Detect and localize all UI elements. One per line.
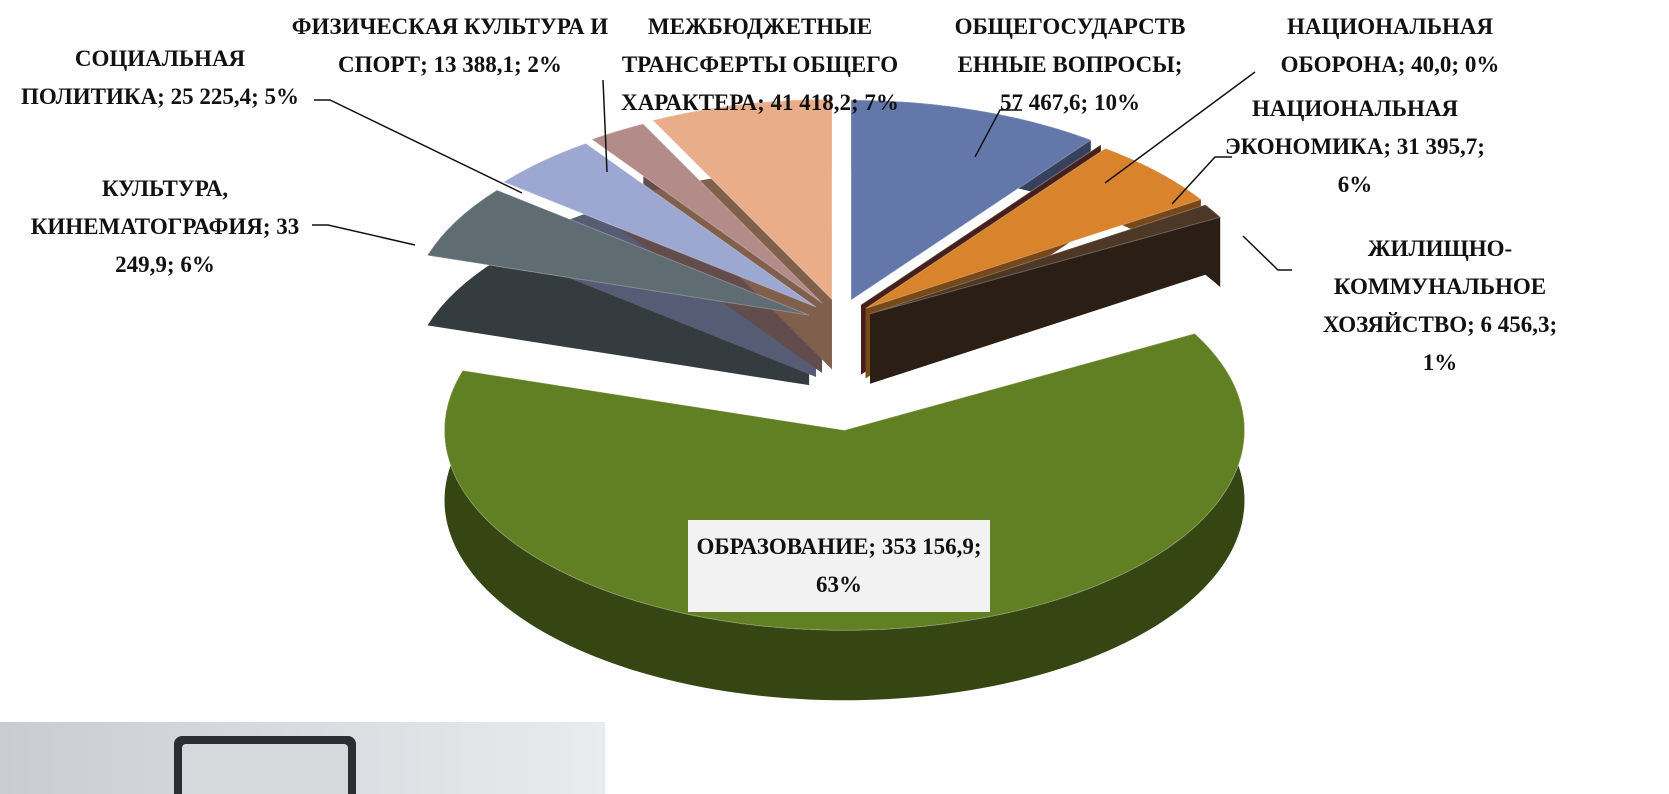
slice (850, 99, 1092, 302)
data-label: ОБЩЕГОСУДАРСТВЕННЫЕ ВОПРОСЫ; 57 467,6; 1… (954, 14, 1186, 115)
slice (502, 142, 817, 308)
slice (590, 123, 823, 304)
leader-line (1242, 235, 1292, 271)
data-label: ЖИЛИЩНО-КОММУНАЛЬНОЕ ХОЗЯЙСТВО; 6 456,3;… (1322, 236, 1558, 375)
slice (860, 144, 1102, 306)
leader-line (312, 224, 416, 246)
leader-line (974, 109, 1022, 158)
slice (865, 147, 1202, 309)
leader-line (1171, 156, 1232, 205)
data-label: СОЦИАЛЬНАЯ ПОЛИТИКА; 25 225,4; 5% (21, 46, 299, 109)
data-label: КУЛЬТУРА, КИНЕМАТОГРАФИЯ; 33 249,9; 6% (30, 176, 300, 277)
leader-lines (312, 71, 1292, 271)
data-label: ФИЗИЧЕСКАЯ КУЛЬТУРА И СПОРТ; 13 388,1; 2… (291, 14, 609, 77)
data-label: МЕЖБЮДЖЕТНЫЕ ТРАНСФЕРТЫ ОБЩЕГО ХАРАКТЕРА… (621, 14, 899, 115)
slice (869, 204, 1222, 315)
data-label: НАЦИОНАЛЬНАЯ ОБОРОНА; 40,0; 0% (1280, 14, 1500, 77)
leader-line (1104, 71, 1256, 184)
data-label: ОБРАЗОВАНИЕ; 353 156,9; 63% (688, 520, 990, 612)
data-label: НАЦИОНАЛЬНАЯ ЭКОНОМИКА; 31 395,7; 6% (1225, 96, 1485, 197)
slice (652, 98, 833, 301)
slice (426, 189, 810, 316)
ui-button-face (182, 744, 348, 794)
leader-line (602, 79, 608, 173)
slice-side (870, 204, 1221, 384)
slice (444, 333, 1245, 631)
leader-line (314, 99, 523, 194)
